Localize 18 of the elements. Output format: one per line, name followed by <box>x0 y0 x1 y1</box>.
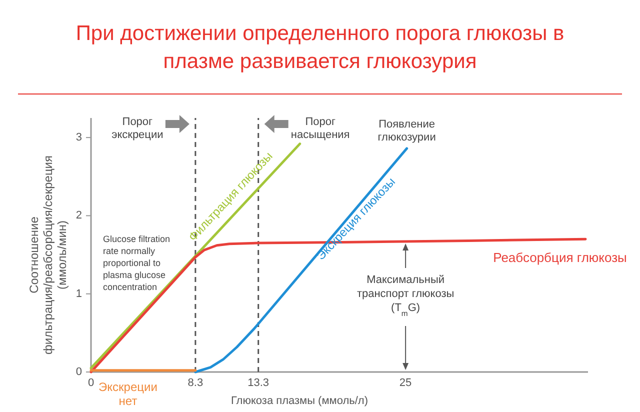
x-tick-label: 0 <box>88 377 94 389</box>
y-tick-label: 1 <box>76 288 82 300</box>
annotation: Появление глюкозурии <box>378 118 436 144</box>
y-tick-label: 3 <box>76 131 82 144</box>
x-tick-label: 25 <box>399 377 412 389</box>
y-axis-title: Соотношение фильтрация/реабсорбция/секреция (ммоль/мин) <box>27 155 69 355</box>
ref-line-label: Порог экскреции <box>112 116 164 141</box>
annotation: Максимальный транспорт глюкозы (T$_{m}$G) <box>356 274 454 318</box>
x-tick-label: 8.3 <box>188 377 204 389</box>
x-axis-title: Глюкоза плазмы (ммоль/л) <box>230 395 368 407</box>
y-tick-label: 0 <box>76 366 82 378</box>
chart-title: При достижении определенного порога глюкозы в плазме развивается глюкозурия <box>76 22 564 73</box>
x-tick-label: 13.3 <box>248 377 270 389</box>
series-label: Экскреции нет <box>98 380 158 408</box>
ref-line-label: Порог насыщения <box>290 116 350 141</box>
annotation: Glucose filtration rate normally proportional to plasma glucose concentration <box>103 234 170 292</box>
y-tick-label: 2 <box>76 210 82 222</box>
series-label: Реабсорбция глюкозы <box>493 250 627 265</box>
